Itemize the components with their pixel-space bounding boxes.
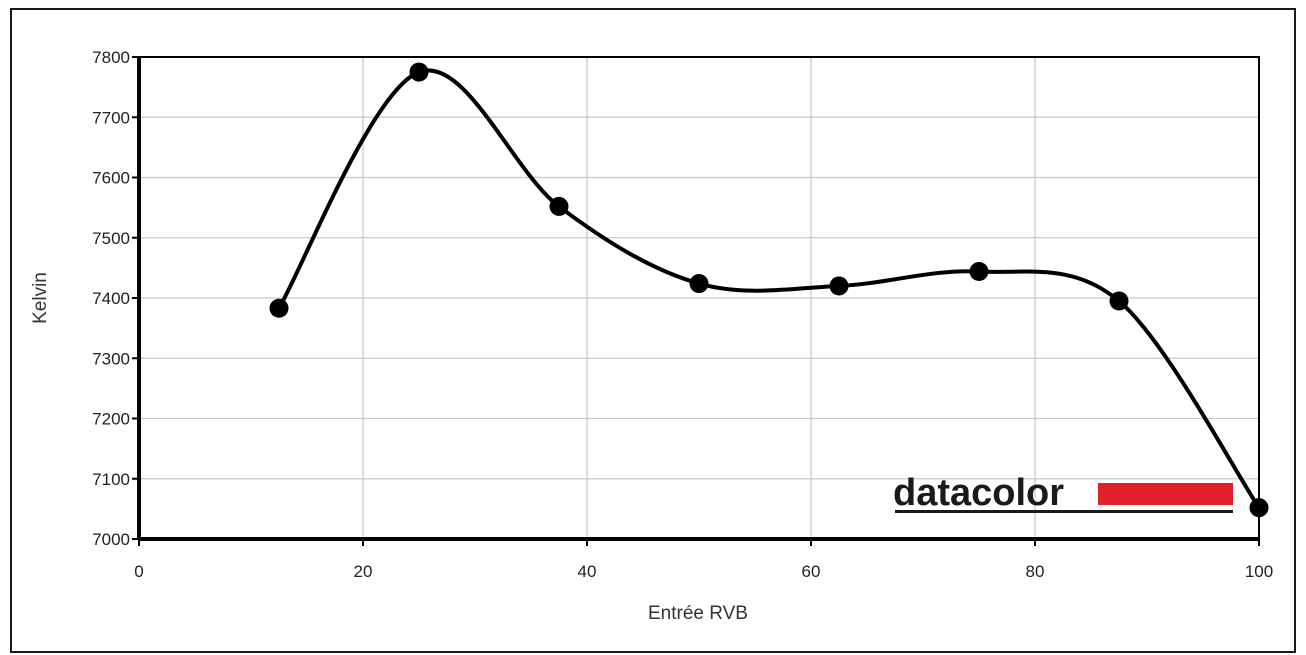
y-tick-label: 7300 bbox=[92, 349, 130, 368]
grid-lines bbox=[138, 56, 1260, 540]
logo-red-bar bbox=[1098, 483, 1233, 505]
datacolor-logo: datacolor bbox=[893, 472, 1233, 514]
y-tick-label: 7100 bbox=[92, 470, 130, 489]
x-tick-label: 100 bbox=[1245, 562, 1273, 581]
logo-underline bbox=[895, 510, 1233, 513]
y-tick-label: 7600 bbox=[92, 169, 130, 188]
y-tick-label: 7200 bbox=[92, 410, 130, 429]
data-point bbox=[409, 62, 429, 82]
data-point bbox=[829, 276, 849, 296]
data-point bbox=[969, 261, 989, 281]
y-tick-label: 7500 bbox=[92, 229, 130, 248]
x-tick-label: 20 bbox=[354, 562, 373, 581]
series bbox=[269, 62, 1269, 518]
data-point bbox=[1249, 498, 1269, 518]
x-tick-label: 80 bbox=[1026, 562, 1045, 581]
x-tick-label: 60 bbox=[802, 562, 821, 581]
y-axis-title: Kelvin bbox=[30, 272, 51, 324]
data-point bbox=[1109, 291, 1129, 311]
y-tick-label: 7000 bbox=[92, 530, 130, 549]
data-point bbox=[549, 196, 569, 216]
x-tick-label: 40 bbox=[578, 562, 597, 581]
logo-text: datacolor bbox=[893, 472, 1064, 514]
y-tick-labels: 7000 7100 7200 7300 7400 7500 7600 7700 7800 bbox=[92, 48, 139, 549]
x-tick-label: 0 bbox=[134, 562, 143, 581]
x-tick-labels: 0 20 40 60 80 100 bbox=[134, 539, 1273, 581]
chart-frame bbox=[10, 8, 1296, 653]
data-point bbox=[269, 298, 289, 318]
x-axis-title: Entrée RVB bbox=[648, 603, 748, 624]
y-tick-label: 7800 bbox=[92, 48, 130, 67]
series-line-0 bbox=[277, 68, 1261, 509]
y-tick-label: 7400 bbox=[92, 289, 130, 308]
y-tick-label: 7700 bbox=[92, 108, 130, 127]
data-point bbox=[689, 274, 709, 294]
